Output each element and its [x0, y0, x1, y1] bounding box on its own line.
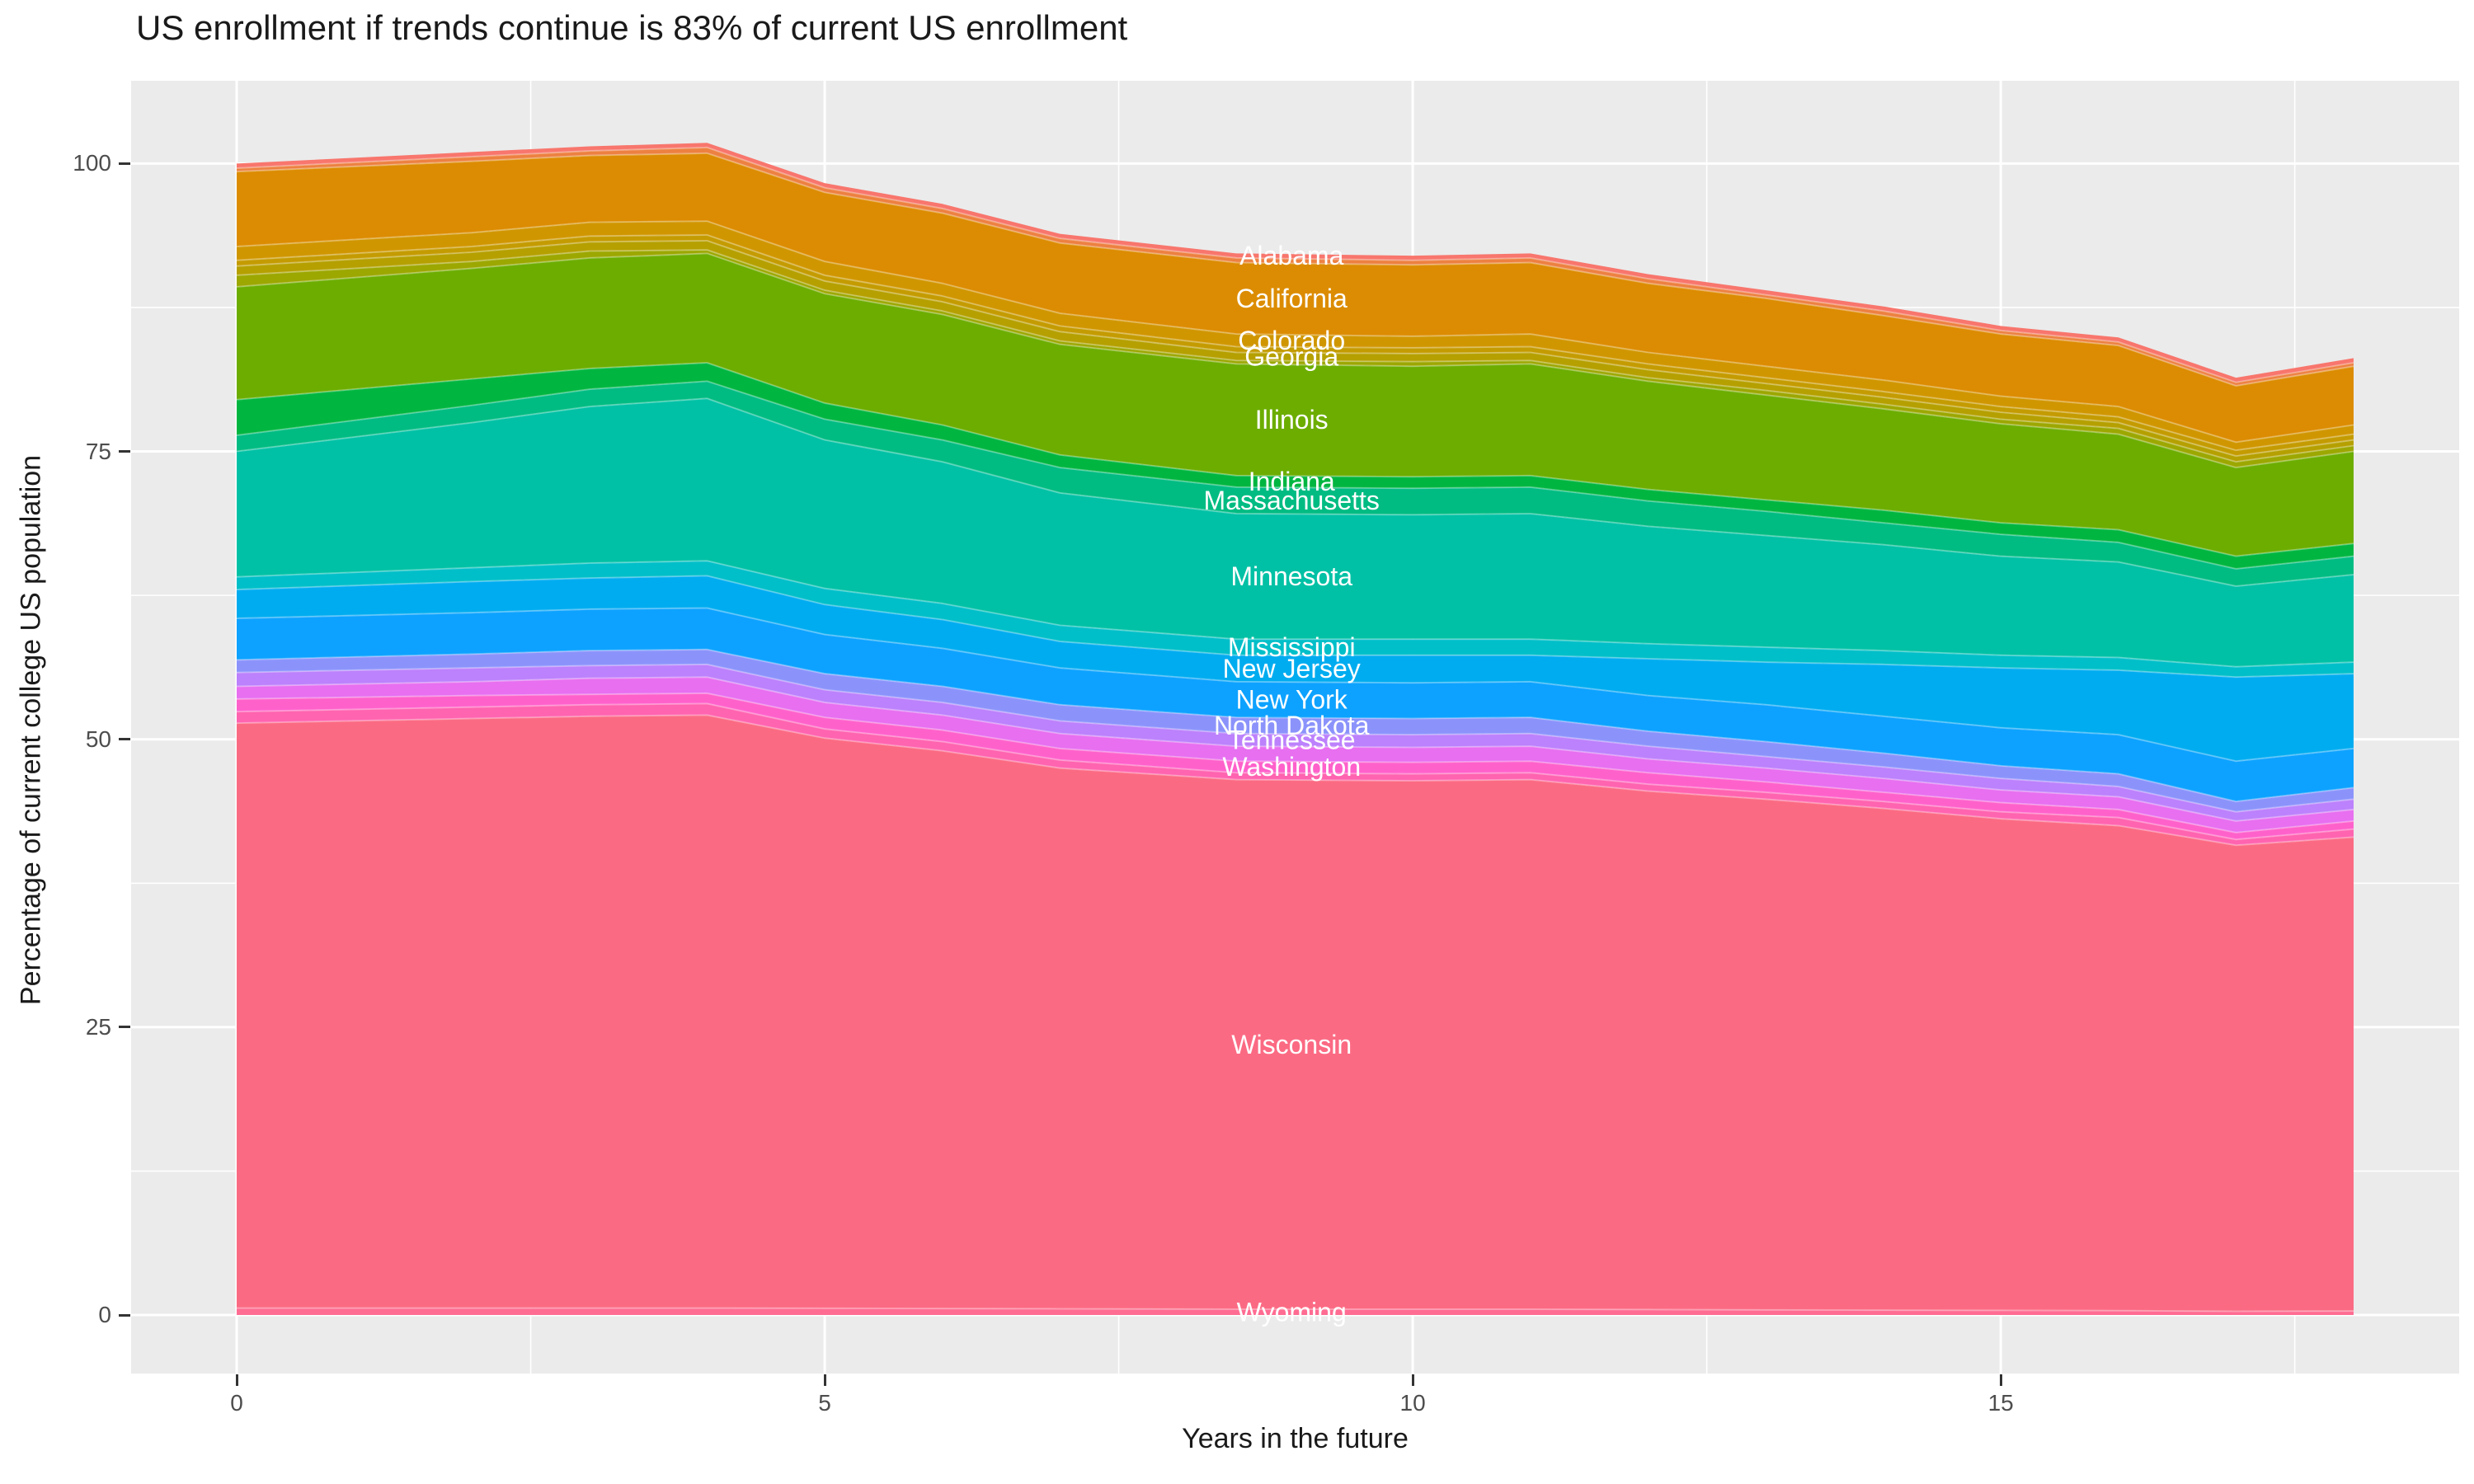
state-label-california: California [1236, 284, 1348, 313]
band-boundary [236, 663, 2354, 813]
y-tick-mark [119, 450, 130, 453]
band-boundary [236, 249, 2354, 463]
area-band-tennessee [237, 664, 2354, 821]
band-boundary [236, 233, 2354, 452]
state-label-indiana: Indiana [1249, 467, 1335, 496]
state-label-colorado: Colorado [1238, 326, 1345, 355]
band-boundary [236, 560, 2354, 668]
x-tick-mark [1999, 1374, 2002, 1386]
state-label-minnesota: Minnesota [1230, 561, 1352, 591]
area-band-new-jersey [237, 575, 2354, 762]
area-band-unlabeled-4 [237, 677, 2354, 833]
y-tick-mark [119, 162, 130, 165]
y-tick-label-25: 25 [85, 1013, 111, 1040]
y-tick-label-0: 0 [98, 1302, 111, 1327]
plot-panel: Alabama California Colorado Georgia Illinois… [131, 81, 2459, 1374]
band-boundary [236, 648, 2354, 803]
area-band-massachusetts [237, 381, 2354, 586]
x-tick-mark [823, 1374, 826, 1386]
y-tick-mark [119, 738, 130, 741]
band-boundary [236, 575, 2354, 679]
area-band-minnesota [237, 398, 2354, 667]
state-label-illinois: Illinois [1255, 405, 1329, 434]
area-band-wisconsin [237, 715, 2354, 1312]
area-band-north-dakota [237, 649, 2354, 812]
x-tick-mark [1411, 1374, 1414, 1386]
area-band-unlabeled-5 [237, 703, 2354, 846]
band-boundary [236, 220, 2354, 444]
band-boundary [236, 380, 2354, 571]
state-label-washington: Washington [1222, 752, 1361, 782]
band-boundary [236, 362, 2354, 557]
y-axis-title: Percentage of current college US populat… [15, 454, 47, 1006]
band-boundary [236, 714, 2354, 847]
x-tick-label-15: 15 [1987, 1390, 2014, 1416]
area-band-washington [237, 693, 2354, 840]
x-tick-label-5: 5 [818, 1390, 831, 1416]
band-boundary [236, 397, 2354, 587]
state-label-wyoming: Wyoming [1237, 1298, 1347, 1327]
state-label-mississippi: Mississippi [1228, 632, 1356, 662]
state-label-wisconsin: Wisconsin [1231, 1030, 1352, 1059]
x-axis-title: Years in the future [1182, 1423, 1409, 1454]
state-label-massachusetts: Massachusetts [1204, 486, 1380, 515]
area-band-colorado [237, 221, 2354, 451]
state-label-new-jersey: New Jersey [1223, 654, 1361, 683]
state-label-alabama: Alabama [1239, 241, 1344, 270]
band-boundary [236, 146, 2354, 383]
area-band-mississippi [237, 561, 2354, 678]
state-label-new-york: New York [1236, 685, 1348, 715]
x-tick-label-0: 0 [230, 1390, 243, 1416]
area-band-illinois [237, 253, 2354, 556]
state-label-tennessee: Tennessee [1228, 725, 1356, 754]
state-label-georgia: Georgia [1244, 341, 1338, 371]
band-boundary [236, 702, 2354, 841]
band-boundary [236, 252, 2354, 469]
band-boundary [236, 607, 2354, 763]
x-tick-mark [235, 1374, 238, 1386]
area-band-new-york [237, 608, 2354, 802]
y-tick-label-75: 75 [85, 438, 111, 464]
area-band-wyoming [237, 1308, 2354, 1315]
band-boundary [237, 1307, 2354, 1313]
area-band-california [237, 153, 2354, 443]
y-tick-mark [119, 1313, 130, 1317]
area-band-indiana [237, 363, 2354, 570]
chart-title: US enrollment if trends continue is 83% … [136, 8, 1128, 47]
state-label-north-dakota: North Dakota [1214, 711, 1370, 740]
band-boundary [236, 152, 2354, 387]
band-boundary [236, 676, 2354, 822]
y-tick-mark [119, 1026, 130, 1029]
band-boundary [236, 239, 2354, 458]
x-tick-label-10: 10 [1399, 1390, 1426, 1416]
y-tick-label-50: 50 [85, 726, 111, 752]
y-tick-label-100: 100 [73, 150, 111, 176]
band-boundary [236, 692, 2354, 834]
